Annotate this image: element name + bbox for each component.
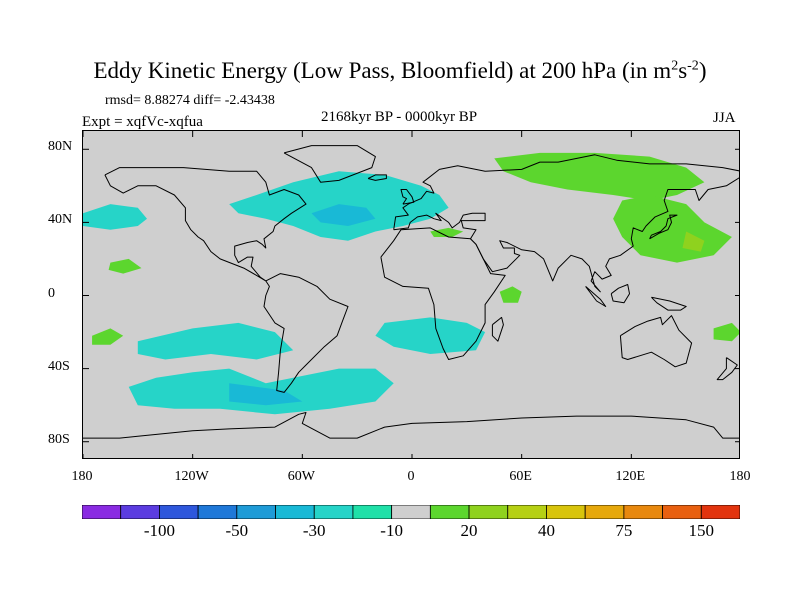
region-south-pacific-band (137, 322, 294, 360)
period-label: 2168kyr BP - 0000kyr BP (321, 109, 478, 125)
colorbar-box (662, 505, 702, 519)
x-tick-label: 60W (287, 469, 315, 484)
coastline-north-america (104, 167, 307, 282)
colorbar-box (197, 505, 238, 519)
colorbar-box (391, 505, 431, 519)
colorbar-box (623, 505, 663, 519)
colorbar-box (546, 505, 586, 519)
region-southern-ocean-core (229, 383, 303, 406)
colorbar-box (236, 505, 276, 519)
colorbar-box (429, 505, 470, 519)
region-east-asia-core (682, 231, 705, 252)
x-tick-label: 60E (509, 469, 532, 484)
region-mediterranean-positive (430, 227, 464, 237)
coastline-new-zealand (716, 357, 738, 381)
colorbar-box (468, 505, 509, 519)
coastline-greenland (283, 145, 376, 183)
coastline-sumatra (585, 286, 607, 307)
region-south-pacific-positive (92, 328, 124, 345)
y-tick-label: 80S (48, 431, 70, 447)
map-canvas (83, 131, 739, 458)
colorbar-label: 20 (460, 521, 478, 540)
colorbar-box (507, 505, 547, 519)
colorbar-box (313, 505, 354, 519)
coastline-eurasia (393, 154, 739, 293)
x-tick-label: 0 (407, 469, 415, 484)
colorbar-box (352, 505, 393, 519)
colorbar-box (159, 505, 199, 519)
region-central-pacific-positive (108, 258, 142, 274)
coastline-madagascar (491, 316, 504, 342)
colorbar-box (120, 505, 160, 519)
y-tick-label: 80N (48, 139, 73, 155)
map-plot (82, 130, 740, 459)
colorbar-label: 75 (615, 521, 633, 540)
colorbar-label: -100 (143, 521, 175, 540)
colorbar-label: -10 (380, 521, 403, 540)
colorbar-box (82, 505, 122, 519)
y-tick-label: 40N (48, 212, 73, 228)
region-north-atlantic-core (311, 204, 376, 226)
region-north-pacific-negative (83, 204, 147, 230)
colorbar-label: 40 (537, 521, 555, 540)
figure-title: Eddy Kinetic Energy (Low Pass, Bloomfiel… (93, 58, 707, 83)
coastline-british-isles (400, 189, 415, 205)
colorbar-box (700, 505, 740, 519)
coastline-africa (380, 227, 506, 360)
colorbar-box (584, 505, 625, 519)
coastline-iceland (367, 174, 387, 181)
region-equatorial-africa-positive (499, 286, 522, 303)
x-tick-label: 120E (615, 469, 646, 484)
coastline-australia (619, 315, 693, 368)
region-south-atlantic-negative (375, 317, 486, 354)
colorbar-box (275, 505, 315, 519)
x-tick-label: 120W (174, 469, 209, 484)
coastline-japan (649, 214, 678, 240)
x-tick-label: 180 (71, 469, 93, 484)
colorbar-label: -50 (225, 521, 249, 540)
coastline-antarctica (83, 412, 739, 439)
y-tick-label: 40S (48, 358, 70, 374)
y-tick-label: 0 (48, 285, 55, 301)
stats-label: rmsd= 8.88274 diff= -2.43438 (105, 93, 275, 108)
colorbar-label: 150 (688, 521, 715, 540)
experiment-label: Expt = xqfVc-xqfua (82, 114, 203, 130)
region-coral-sea-positive (713, 322, 739, 342)
season-label: JJA (713, 110, 736, 126)
colorbar-label: -30 (302, 521, 326, 540)
coastline-new-guinea (651, 296, 687, 311)
colorbar (82, 505, 740, 519)
coastline-borneo (610, 284, 630, 304)
region-arctic-asia-positive (494, 152, 705, 201)
x-tick-label: 180 (729, 469, 751, 484)
coastline-south-america (263, 273, 349, 393)
